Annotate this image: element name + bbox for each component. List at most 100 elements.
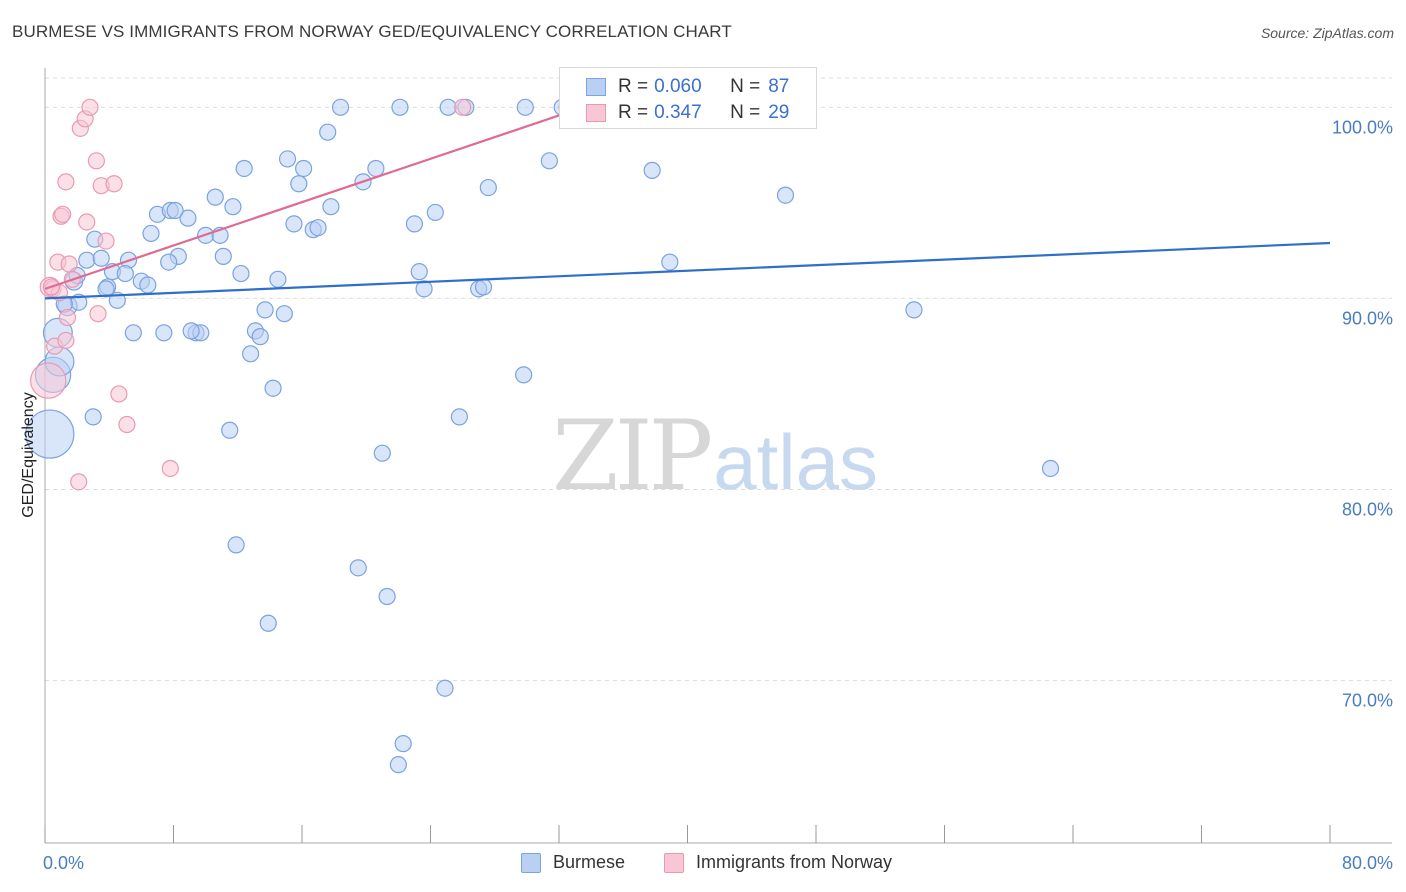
legend-swatch-norway bbox=[586, 104, 606, 122]
norway-point bbox=[105, 175, 123, 193]
burmese-point bbox=[367, 159, 385, 178]
burmese-point bbox=[264, 379, 282, 397]
norway-point bbox=[60, 255, 78, 273]
burmese-point bbox=[139, 276, 157, 294]
norway-point bbox=[110, 385, 128, 403]
burmese-point bbox=[221, 421, 239, 439]
burmese-point bbox=[405, 215, 424, 233]
burmese-point bbox=[474, 278, 493, 296]
burmese-point bbox=[242, 345, 260, 363]
burmese-point bbox=[124, 324, 142, 342]
norway-point bbox=[54, 205, 72, 223]
burmese-point bbox=[251, 328, 269, 346]
burmese-point bbox=[256, 301, 274, 319]
points-layer bbox=[25, 98, 1060, 774]
x-tick-label: 80.0% bbox=[1342, 853, 1393, 873]
burmese-point bbox=[295, 159, 313, 178]
series-label-norway: Immigrants from Norway bbox=[696, 852, 893, 872]
burmese-point bbox=[84, 408, 102, 426]
burmese-point bbox=[450, 408, 469, 426]
series-legend: Burmese Immigrants from Norway bbox=[0, 852, 1406, 878]
watermark-atlas: atlas bbox=[713, 418, 878, 506]
norway-point bbox=[70, 473, 88, 491]
burmese-point bbox=[285, 215, 303, 233]
burmese-point bbox=[776, 186, 795, 204]
burmese-point bbox=[116, 264, 134, 283]
norway-point bbox=[161, 459, 179, 478]
burmese-point bbox=[410, 263, 428, 281]
norway-point bbox=[81, 98, 99, 116]
norway-point bbox=[97, 232, 115, 250]
y-axis-title: GED/Equivalency bbox=[20, 392, 37, 517]
burmese-point bbox=[905, 301, 923, 319]
x-tick-label: 0.0% bbox=[43, 853, 84, 873]
burmese-point bbox=[179, 209, 197, 227]
burmese-point bbox=[269, 270, 287, 288]
burmese-point bbox=[142, 224, 160, 243]
burmese-point bbox=[373, 444, 391, 462]
burmese-point bbox=[394, 735, 412, 753]
burmese-point bbox=[182, 322, 200, 340]
burmese-trend-line bbox=[44, 241, 1331, 300]
series-swatch-norway bbox=[664, 852, 684, 873]
norway-point bbox=[118, 415, 136, 434]
norway-trend-line bbox=[44, 106, 584, 290]
y-tick-label: 70.0% bbox=[1342, 691, 1393, 711]
watermark-zip: ZIP bbox=[552, 400, 713, 512]
legend-row-burmese: R = 0.060 N = 87 bbox=[586, 76, 789, 98]
burmese-point bbox=[278, 150, 297, 168]
burmese-point bbox=[290, 175, 308, 193]
burmese-point bbox=[275, 305, 293, 323]
burmese-point bbox=[349, 559, 367, 577]
burmese-point bbox=[78, 251, 96, 269]
series-swatch-burmese bbox=[521, 852, 541, 873]
legend-r-label: R = bbox=[618, 102, 649, 123]
legend-n-label: N = bbox=[730, 76, 761, 97]
burmese-point bbox=[1041, 459, 1060, 478]
norway-point bbox=[87, 152, 106, 170]
trend-layer bbox=[44, 106, 1331, 300]
burmese-point bbox=[516, 98, 534, 116]
burmese-point bbox=[166, 201, 184, 220]
burmese-point bbox=[25, 409, 75, 459]
burmese-point bbox=[160, 253, 178, 271]
legend-r-value: 0.347 bbox=[654, 102, 702, 123]
norway-point bbox=[57, 331, 75, 350]
burmese-point bbox=[322, 198, 340, 216]
series-legend-norway[interactable]: Immigrants from Norway bbox=[664, 852, 892, 873]
series-label-burmese: Burmese bbox=[553, 852, 626, 872]
burmese-point bbox=[232, 264, 250, 283]
norway-point bbox=[57, 173, 75, 191]
burmese-point bbox=[206, 188, 224, 206]
series-legend-burmese[interactable]: Burmese bbox=[521, 852, 625, 873]
norway-point bbox=[89, 305, 107, 323]
burmese-point bbox=[214, 247, 232, 265]
burmese-point bbox=[309, 219, 327, 237]
norway-point bbox=[454, 98, 472, 116]
source-label: Source: ZipAtlas.com bbox=[1260, 25, 1394, 41]
burmese-point bbox=[479, 178, 497, 197]
burmese-point bbox=[415, 280, 433, 298]
watermark: ZIPatlas bbox=[552, 400, 878, 512]
burmese-point bbox=[643, 161, 661, 179]
chart-title: BURMESE VS IMMIGRANTS FROM NORWAY GED/EQ… bbox=[12, 22, 732, 41]
norway-point bbox=[58, 308, 77, 327]
stats-legend: R = 0.060 N = 87 R = 0.347 N = 29 bbox=[559, 67, 817, 129]
legend-swatch-burmese bbox=[586, 78, 606, 96]
burmese-point bbox=[259, 614, 277, 632]
burmese-point bbox=[439, 98, 457, 116]
y-tick-label: 100.0% bbox=[1332, 117, 1393, 137]
burmese-point bbox=[389, 756, 407, 774]
legend-n-value: 29 bbox=[768, 102, 790, 123]
burmese-point bbox=[661, 253, 679, 271]
burmese-point bbox=[426, 203, 444, 222]
burmese-point bbox=[436, 679, 454, 697]
burmese-point bbox=[224, 198, 242, 216]
burmese-point bbox=[378, 587, 396, 606]
legend-row-norway: R = 0.347 N = 29 bbox=[586, 102, 789, 124]
burmese-point bbox=[319, 123, 337, 141]
y-tick-label: 80.0% bbox=[1342, 499, 1393, 519]
norway-point bbox=[78, 213, 96, 231]
burmese-point bbox=[331, 98, 350, 116]
y-tick-label: 90.0% bbox=[1342, 308, 1393, 328]
